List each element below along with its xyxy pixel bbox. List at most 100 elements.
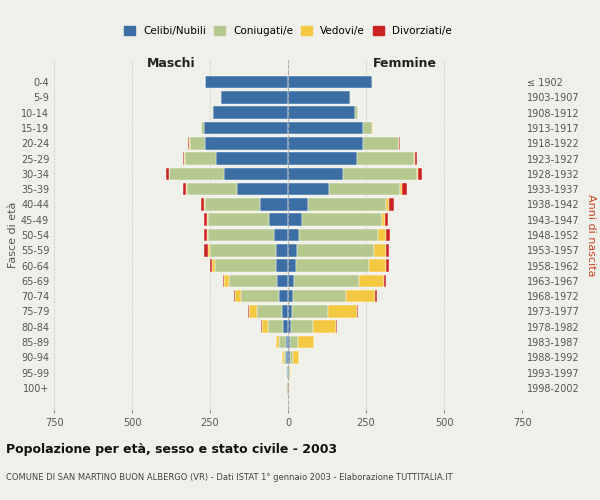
Bar: [329, 183, 400, 196]
Bar: [262, 320, 268, 333]
Bar: [288, 214, 302, 226]
Bar: [287, 366, 288, 379]
Bar: [260, 198, 288, 210]
Y-axis label: Anni di nascita: Anni di nascita: [586, 194, 596, 276]
Bar: [400, 183, 402, 196]
Bar: [216, 152, 288, 165]
Bar: [399, 137, 400, 149]
Bar: [166, 168, 169, 180]
Bar: [224, 274, 229, 287]
Bar: [208, 244, 210, 256]
Bar: [288, 320, 291, 333]
Bar: [384, 274, 386, 287]
Text: Femmine: Femmine: [373, 58, 437, 70]
Bar: [288, 351, 290, 364]
Bar: [220, 91, 221, 104]
Bar: [204, 214, 207, 226]
Bar: [288, 106, 355, 119]
Bar: [200, 122, 204, 134]
Bar: [212, 260, 215, 272]
Bar: [313, 320, 337, 333]
Bar: [288, 122, 363, 134]
Bar: [186, 183, 187, 196]
Bar: [363, 137, 399, 149]
Bar: [386, 260, 389, 272]
Bar: [200, 198, 205, 210]
Bar: [374, 244, 386, 256]
Bar: [402, 183, 407, 196]
Bar: [386, 228, 390, 241]
Bar: [288, 228, 299, 241]
Bar: [298, 336, 314, 348]
Bar: [288, 305, 292, 318]
Bar: [204, 228, 207, 241]
Bar: [418, 168, 422, 180]
Bar: [288, 183, 329, 196]
Bar: [389, 198, 394, 210]
Bar: [224, 168, 288, 180]
Bar: [288, 198, 308, 210]
Bar: [346, 290, 376, 302]
Bar: [213, 106, 288, 119]
Bar: [169, 168, 224, 180]
Bar: [363, 122, 372, 134]
Bar: [299, 228, 379, 241]
Bar: [185, 152, 216, 165]
Bar: [292, 305, 328, 318]
Bar: [290, 351, 293, 364]
Bar: [184, 152, 185, 165]
Bar: [207, 228, 208, 241]
Bar: [187, 183, 236, 196]
Bar: [223, 274, 224, 287]
Bar: [343, 168, 418, 180]
Bar: [386, 198, 389, 210]
Bar: [275, 260, 288, 272]
Bar: [293, 274, 359, 287]
Bar: [283, 351, 284, 364]
Bar: [328, 305, 357, 318]
Bar: [302, 214, 382, 226]
Bar: [208, 228, 274, 241]
Bar: [282, 305, 288, 318]
Bar: [290, 336, 298, 348]
Bar: [291, 320, 313, 333]
Bar: [248, 305, 249, 318]
Bar: [356, 152, 415, 165]
Bar: [190, 137, 205, 149]
Bar: [183, 152, 184, 165]
Bar: [204, 122, 288, 134]
Bar: [215, 260, 275, 272]
Bar: [382, 214, 385, 226]
Bar: [308, 198, 386, 210]
Bar: [207, 214, 208, 226]
Bar: [274, 228, 288, 241]
Bar: [221, 91, 288, 104]
Bar: [379, 228, 386, 241]
Bar: [205, 137, 288, 149]
Bar: [288, 336, 290, 348]
Bar: [286, 336, 288, 348]
Bar: [249, 305, 257, 318]
Text: Maschi: Maschi: [146, 58, 196, 70]
Bar: [289, 382, 290, 394]
Bar: [284, 351, 286, 364]
Bar: [357, 305, 358, 318]
Bar: [290, 366, 292, 379]
Bar: [268, 320, 283, 333]
Bar: [205, 198, 260, 210]
Bar: [210, 244, 275, 256]
Text: Popolazione per età, sesso e stato civile - 2003: Popolazione per età, sesso e stato civil…: [6, 442, 337, 456]
Bar: [386, 244, 389, 256]
Bar: [275, 244, 288, 256]
Bar: [286, 366, 287, 379]
Bar: [188, 137, 190, 149]
Bar: [376, 290, 377, 302]
Bar: [288, 91, 350, 104]
Bar: [283, 320, 288, 333]
Bar: [257, 305, 282, 318]
Bar: [293, 351, 299, 364]
Bar: [269, 214, 288, 226]
Bar: [293, 290, 346, 302]
Y-axis label: Fasce di età: Fasce di età: [8, 202, 18, 268]
Bar: [288, 137, 363, 149]
